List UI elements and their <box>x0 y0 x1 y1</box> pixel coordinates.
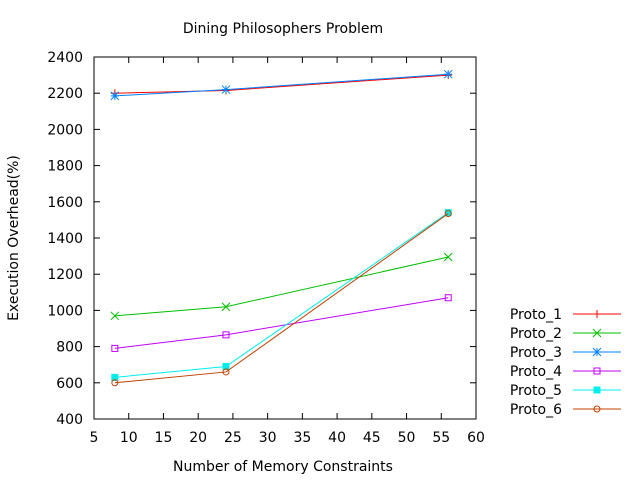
legend-marker <box>592 328 602 338</box>
legend-label: Proto_3 <box>510 345 562 361</box>
y-tick-label: 1600 <box>47 195 83 211</box>
legend-item: Proto_2 <box>510 326 621 342</box>
y-axis-label: Execution Overhead(%) <box>6 155 22 321</box>
x-tick-label: 60 <box>467 430 485 446</box>
series-line <box>114 73 449 97</box>
data-point <box>110 311 120 321</box>
series-proto-6 <box>111 210 452 387</box>
y-tick-label: 2000 <box>47 122 83 138</box>
legend-item: Proto_4 <box>510 364 621 380</box>
legend-item: Proto_3 <box>510 345 621 361</box>
data-point <box>222 331 230 339</box>
x-tick-label: 50 <box>398 430 416 446</box>
y-tick-label: 2200 <box>47 86 83 102</box>
data-point <box>111 373 119 381</box>
data-point <box>110 91 120 101</box>
legend-marker <box>593 367 601 375</box>
x-tick-label: 15 <box>155 430 173 446</box>
data-point <box>222 368 230 376</box>
x-tick-label: 10 <box>120 430 138 446</box>
legend-item: Proto_5 <box>510 383 621 399</box>
x-tick-label: 35 <box>293 430 311 446</box>
y-tick-label: 1200 <box>47 267 83 283</box>
y-tick-label: 1800 <box>47 159 83 175</box>
series-proto-2 <box>110 252 453 321</box>
series-proto-4 <box>111 294 452 352</box>
data-point <box>444 294 452 302</box>
y-tick-label: 2400 <box>47 50 83 66</box>
x-tick-label: 25 <box>224 430 242 446</box>
legend-marker <box>593 310 601 318</box>
series-proto-3 <box>110 69 453 101</box>
legend-label: Proto_6 <box>510 402 562 418</box>
series-line <box>114 212 449 378</box>
data-point <box>111 344 119 352</box>
y-tick-label: 600 <box>56 376 83 392</box>
legend-marker <box>593 386 601 394</box>
chart-title: Dining Philosophers Problem <box>183 21 383 37</box>
y-tick-label: 400 <box>56 412 83 428</box>
legend-label: Proto_5 <box>510 383 562 399</box>
data-point <box>221 302 231 312</box>
data-point <box>444 210 452 218</box>
legend: Proto_1 Proto_2 Proto_3 Proto_4 Proto_5 Proto… <box>510 307 621 418</box>
x-tick-label: 40 <box>328 430 346 446</box>
series-line <box>114 213 449 384</box>
y-tick-label: 1400 <box>47 231 83 247</box>
y-tick-label: 1000 <box>47 303 83 319</box>
data-point <box>443 252 453 262</box>
series-line <box>114 256 449 317</box>
series-line <box>114 297 449 349</box>
data-point <box>221 85 231 94</box>
x-tick-label: 45 <box>363 430 381 446</box>
legend-item: Proto_6 <box>510 402 621 418</box>
plot-frame <box>93 56 477 420</box>
data-point <box>443 69 453 79</box>
legend-item: Proto_1 <box>510 307 621 323</box>
legend-marker <box>592 347 602 357</box>
legend-marker <box>593 405 601 413</box>
legend-label: Proto_4 <box>510 364 562 380</box>
x-tick-label: 5 <box>90 430 99 446</box>
legend-label: Proto_1 <box>510 307 562 323</box>
x-tick-label: 20 <box>189 430 207 446</box>
x-tick-label: 55 <box>432 430 450 446</box>
data-point <box>111 379 119 387</box>
y-tick-label: 800 <box>56 340 83 356</box>
series-proto-5 <box>111 209 452 381</box>
legend-label: Proto_2 <box>510 326 562 342</box>
series-layer <box>110 69 453 387</box>
axis-ticks: 5 10 15 20 25 30 35 40 45 50 55 60 400 600 800 1000 1200… <box>47 50 485 446</box>
x-axis-label: Number of Memory Constraints <box>173 459 393 475</box>
x-tick-label: 30 <box>259 430 277 446</box>
data-point <box>222 363 230 371</box>
